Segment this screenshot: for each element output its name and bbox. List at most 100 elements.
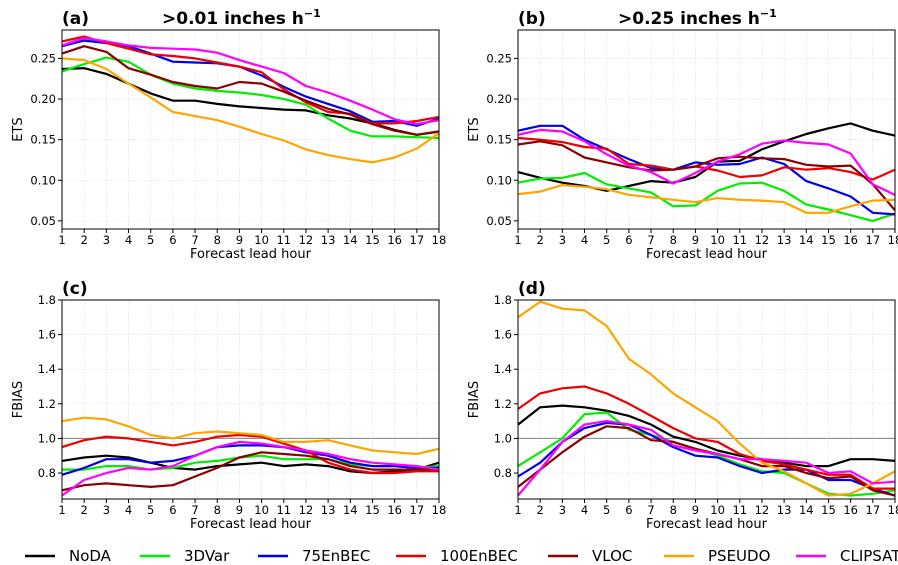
series-line-noda	[517, 404, 896, 468]
x-tick-label: 4	[581, 503, 588, 517]
x-tick-label: 8	[214, 503, 221, 517]
x-axis-label: Forecast lead hour	[190, 517, 312, 532]
y-tick-label: 0.05	[30, 214, 56, 228]
x-tick-label: 6	[169, 233, 176, 247]
x-tick-label: 4	[125, 233, 132, 247]
x-tick-label: 12	[755, 233, 770, 247]
chart-panel-1: 1 2 3 4 5 6 7 8 9 10 11 12 13 14 15 16 17 180.050.100.150…	[11, 7, 446, 262]
series-line-pseudo	[517, 184, 896, 214]
x-tick-label: 16	[843, 233, 858, 247]
x-tick-label: 13	[777, 503, 792, 517]
y-tick-label: 1.0	[494, 431, 512, 445]
x-tick-label: 16	[387, 503, 402, 517]
x-tick-label: 7	[647, 233, 654, 247]
x-tick-label: 2	[537, 503, 544, 517]
series-line-vloc	[61, 451, 439, 492]
x-tick-label: 2	[537, 233, 544, 247]
y-tick-label: 1.0	[38, 431, 56, 445]
y-tick-label: 1.2	[494, 397, 512, 411]
x-axis-label: Forecast lead hour	[646, 517, 768, 532]
series-line-3dvar	[61, 56, 440, 140]
y-axis-label: FBIAS	[11, 381, 26, 418]
y-axis-label: ETS	[11, 117, 26, 141]
x-tick-label: 3	[559, 503, 566, 517]
panel-title-superscript: −1	[760, 7, 777, 20]
y-tick-label: 0.20	[486, 92, 512, 106]
series-line-vloc	[517, 425, 896, 497]
y-tick-label: 1.2	[38, 397, 56, 411]
series-line-75enbec	[517, 124, 896, 216]
chart-panel-4: 1234567891011121314151617180.81.01.21.41…	[467, 279, 898, 532]
y-tick-label: 0.10	[486, 173, 512, 187]
x-tick-label: 14	[343, 503, 358, 517]
y-tick-label: 0.10	[30, 173, 56, 187]
series-line-pseudo	[61, 57, 440, 164]
x-tick-label: 7	[191, 503, 198, 517]
x-tick-label: 3	[559, 233, 566, 247]
x-tick-label: 17	[410, 503, 425, 517]
y-tick-label: 0.8	[494, 466, 512, 480]
panel-title: >0.25 inches h−1	[618, 7, 777, 29]
axes-frame	[517, 29, 896, 230]
x-tick-label: 14	[799, 233, 814, 247]
legend-label: 75EnBEC	[302, 547, 370, 565]
x-tick-label: 9	[236, 503, 243, 517]
x-tick-label: 16	[843, 503, 858, 517]
panel-label: (c)	[62, 279, 88, 299]
panel-label: (d)	[518, 279, 546, 299]
x-tick-label: 10	[254, 233, 269, 247]
series-line-100enbec	[517, 385, 895, 490]
x-tick-label: 9	[692, 233, 699, 247]
y-tick-label: 0.05	[486, 214, 512, 228]
x-tick-label: 5	[603, 233, 610, 247]
series-line-100enbec	[61, 35, 440, 125]
x-tick-label: 3	[103, 233, 110, 247]
axes-frame	[61, 299, 440, 500]
series-line-75enbec	[61, 444, 439, 476]
legend-label: 3DVar	[184, 547, 230, 565]
legend-item-noda: NoDA	[25, 547, 112, 565]
y-axis-label: ETS	[467, 117, 482, 141]
x-tick-label: 15	[365, 503, 380, 517]
series-line-vloc	[517, 140, 896, 212]
x-axis-label: Forecast lead hour	[646, 247, 768, 262]
x-tick-label: 14	[799, 503, 814, 517]
legend-item-clipsat: CLIPSAT	[796, 547, 898, 565]
x-tick-label: 13	[321, 503, 336, 517]
y-tick-label: 1.8	[38, 293, 56, 307]
panel-label: (a)	[62, 9, 89, 29]
x-tick-label: 15	[821, 503, 836, 517]
legend-item-75enbec: 75EnBEC	[258, 547, 370, 565]
x-tick-label: 6	[625, 503, 632, 517]
panel-title-superscript: −1	[304, 7, 321, 20]
x-tick-label: 1	[514, 233, 521, 247]
axes-frame	[61, 29, 440, 230]
x-tick-label: 5	[603, 503, 610, 517]
series-line-pseudo	[61, 416, 440, 456]
x-tick-label: 1	[58, 503, 65, 517]
y-tick-label: 0.8	[38, 466, 56, 480]
legend-label: NoDA	[69, 547, 112, 565]
x-tick-label: 11	[732, 503, 747, 517]
y-tick-label: 1.4	[38, 362, 56, 376]
x-tick-label: 11	[732, 233, 747, 247]
x-tick-label: 12	[755, 503, 770, 517]
series-line-3dvar	[517, 411, 896, 497]
panel-label: (b)	[518, 9, 546, 29]
x-tick-label: 10	[254, 503, 269, 517]
x-tick-label: 7	[191, 233, 198, 247]
x-tick-label: 17	[866, 503, 881, 517]
legend-item-vloc: VLOC	[548, 547, 632, 565]
y-tick-label: 0.15	[486, 133, 512, 147]
chart-panel-3: 1 2 3 4 5 6 7 8 9 10 11 12 13 14 15 16 17 180.81.01.21.41…	[11, 279, 446, 532]
legend: NoDA 3DVar 75EnBEC 100EnBEC VLOC PSEUDO CLIPSA…	[25, 547, 898, 565]
x-tick-label: 12	[299, 233, 314, 247]
x-tick-label: 3	[103, 503, 110, 517]
x-tick-label: 1	[58, 233, 65, 247]
x-tick-label: 15	[821, 233, 836, 247]
x-tick-label: 6	[625, 233, 632, 247]
y-tick-label: 0.15	[30, 133, 56, 147]
y-tick-label: 0.20	[30, 92, 56, 106]
series-line-pseudo	[517, 300, 896, 497]
